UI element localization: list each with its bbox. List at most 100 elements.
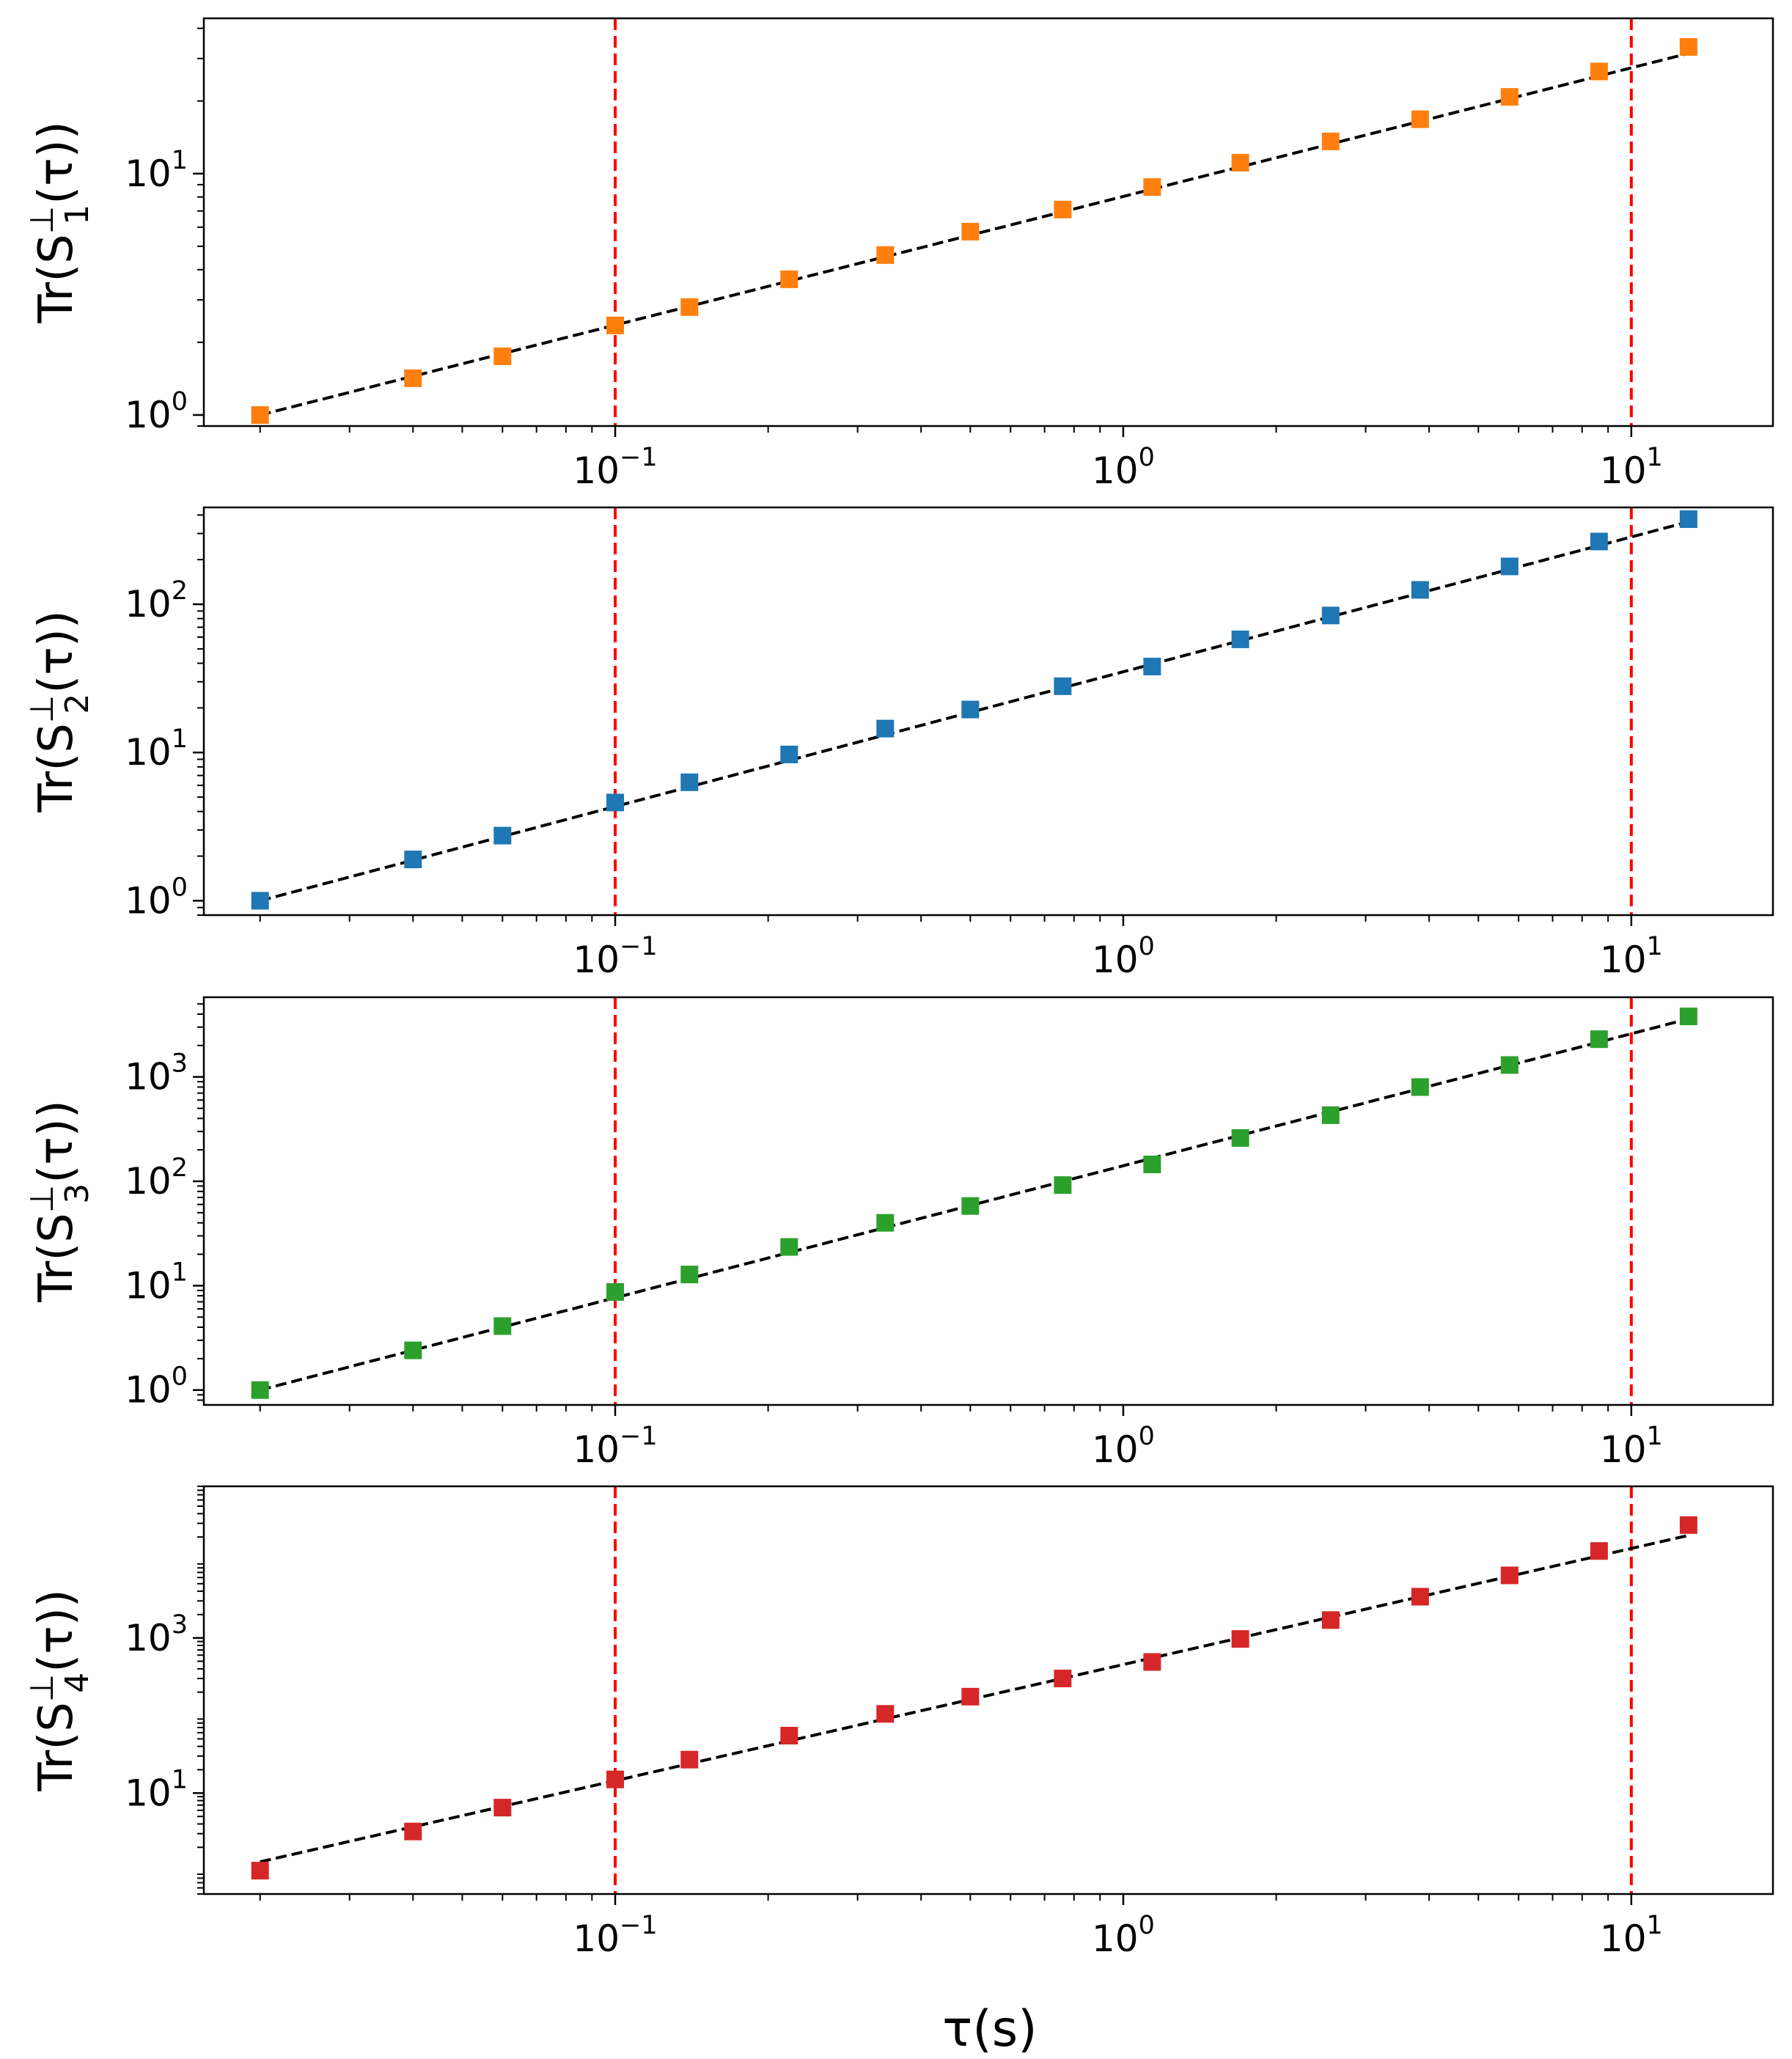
data-point <box>404 1822 422 1840</box>
y-tick-exponent: 0 <box>172 1362 188 1392</box>
data-point <box>251 892 269 910</box>
data-point <box>1679 1008 1697 1026</box>
y-label-superscript: ⊥ <box>23 695 61 723</box>
y-tick-exponent: 3 <box>172 1610 188 1640</box>
data-point <box>1500 1566 1519 1585</box>
x-tick-label: 100 <box>1092 932 1155 981</box>
x-tick-exponent: 0 <box>1139 1422 1155 1451</box>
data-point <box>1500 1056 1519 1074</box>
data-point <box>1321 1106 1340 1124</box>
data-point <box>1054 1670 1072 1688</box>
y-label-prefix: Tr(S <box>29 1213 84 1303</box>
y-tick-base: 10 <box>125 1772 172 1814</box>
data-point <box>780 1238 798 1256</box>
x-axis-label: τ(s) <box>942 2000 1037 2058</box>
y-label-prefix: Tr(S <box>29 723 84 813</box>
y-axis-label: Tr(S⊥1(τ)) <box>23 121 96 323</box>
x-tick-label: 101 <box>1600 932 1663 981</box>
y-tick-base: 10 <box>125 1056 172 1098</box>
x-tick-exponent: 0 <box>1139 1911 1155 1940</box>
y-label-superscript: ⊥ <box>23 206 61 234</box>
data-point <box>1411 581 1429 599</box>
y-tick-label: 100 <box>125 873 188 922</box>
x-tick-base: 10 <box>573 939 620 981</box>
axes-frame <box>202 506 1774 917</box>
data-point <box>1231 1630 1249 1648</box>
plot-area <box>260 18 1689 426</box>
x-tick-label: 101 <box>1600 1911 1663 1960</box>
data-point <box>1231 630 1249 648</box>
y-tick-label: 103 <box>125 1049 188 1098</box>
x-tick-exponent: 1 <box>1647 932 1663 961</box>
x-tick-label: 10−1 <box>573 932 657 981</box>
y-tick-exponent: 1 <box>172 724 188 754</box>
y-label-suffix: (τ)) <box>29 1100 84 1183</box>
data-point <box>1143 1653 1161 1671</box>
data-point <box>1679 37 1697 56</box>
x-tick-label: 10−1 <box>573 1911 657 1960</box>
y-label-suffix: (τ)) <box>29 1589 84 1672</box>
data-point <box>1231 153 1249 172</box>
y-tick-base: 10 <box>125 394 172 436</box>
data-point <box>1321 132 1340 150</box>
data-point <box>1590 62 1608 81</box>
data-point <box>251 1862 269 1880</box>
y-tick-label: 102 <box>125 1153 188 1203</box>
x-tick-label: 10−1 <box>573 1422 657 1471</box>
x-tick-exponent: −1 <box>620 443 658 472</box>
x-tick-label: 10−1 <box>573 443 657 492</box>
data-point <box>780 270 798 288</box>
x-tick-label: 101 <box>1600 443 1663 492</box>
data-point <box>251 1381 269 1399</box>
x-tick-exponent: −1 <box>620 1911 658 1940</box>
x-tick-label: 100 <box>1092 1422 1155 1471</box>
x-tick-base: 10 <box>1092 1428 1139 1471</box>
y-tick-base: 10 <box>125 731 172 774</box>
y-tick-base: 10 <box>125 1369 172 1412</box>
y-tick-exponent: 2 <box>172 576 188 606</box>
axes-frame <box>202 996 1774 1406</box>
y-label-subscript: 4 <box>59 1673 96 1693</box>
y-label-subscript: 3 <box>59 1183 96 1204</box>
data-point <box>780 745 798 763</box>
x-tick-base: 10 <box>573 1917 620 1960</box>
y-tick-base: 10 <box>125 153 172 195</box>
data-point <box>606 316 625 334</box>
x-tick-exponent: 0 <box>1139 932 1155 961</box>
x-tick-base: 10 <box>573 449 620 492</box>
x-tick-exponent: −1 <box>620 932 658 961</box>
y-tick-base: 10 <box>125 879 172 922</box>
data-point <box>606 1282 625 1301</box>
x-tick-base: 10 <box>1600 449 1647 492</box>
y-tick-exponent: 1 <box>172 1258 188 1287</box>
data-point <box>961 1687 980 1706</box>
y-tick-exponent: 2 <box>172 1153 188 1183</box>
data-point <box>1679 1516 1697 1534</box>
y-axis-label: Tr(S⊥2(τ)) <box>23 610 96 812</box>
data-point <box>1231 1128 1249 1147</box>
y-label-subscript: 2 <box>59 694 96 714</box>
data-point <box>1054 200 1072 219</box>
y-tick-label: 103 <box>125 1610 188 1659</box>
data-point <box>876 719 895 738</box>
data-point <box>876 1705 895 1723</box>
data-point <box>1590 1030 1608 1049</box>
y-tick-label: 102 <box>125 576 188 625</box>
data-point <box>493 347 512 365</box>
x-tick-base: 10 <box>1600 1917 1647 1960</box>
y-tick-exponent: 3 <box>172 1049 188 1079</box>
data-point <box>404 851 422 869</box>
x-tick-label: 100 <box>1092 1911 1155 1960</box>
y-tick-label: 100 <box>125 387 188 436</box>
y-tick-label: 101 <box>125 724 188 774</box>
y-label-prefix: Tr(S <box>29 1702 84 1792</box>
x-tick-base: 10 <box>1092 1917 1139 1960</box>
axes-frame <box>202 1485 1774 1895</box>
data-point <box>606 1770 625 1788</box>
data-point <box>1590 1542 1608 1560</box>
data-point <box>780 1727 798 1745</box>
data-point <box>1054 1176 1072 1194</box>
data-point <box>1590 532 1608 551</box>
